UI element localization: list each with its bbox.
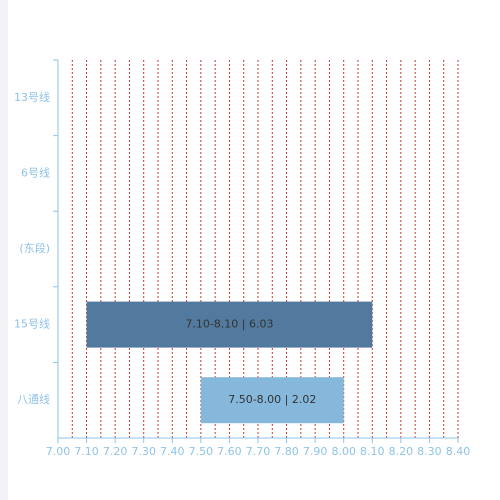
bar	[200, 377, 344, 424]
x-tick-label: 8.20	[389, 445, 414, 458]
x-tick-label: 7.90	[303, 445, 328, 458]
bar	[86, 301, 373, 348]
y-tick-label: 13号线	[14, 90, 50, 104]
x-tick-label: 8.30	[417, 445, 442, 458]
x-tick-label: 7.40	[160, 445, 185, 458]
x-tick-label: 7.10	[74, 445, 99, 458]
y-tick-label: 6号线	[21, 165, 50, 179]
x-tick-label: 8.10	[360, 445, 385, 458]
bar-label: 7.50-8.00 | 2.02	[228, 393, 316, 406]
bar-label: 7.10-8.10 | 6.03	[185, 318, 273, 331]
x-tick-label: 7.00	[46, 445, 71, 458]
x-tick-label: 7.20	[103, 445, 128, 458]
y-tick-label: (东段)	[19, 241, 50, 255]
y-tick-label: 15号线	[14, 317, 50, 331]
side-strip	[0, 0, 8, 500]
x-tick-label: 7.60	[217, 445, 242, 458]
y-tick-label: 八通线	[17, 392, 50, 406]
x-tick-label: 8.40	[446, 445, 471, 458]
x-tick-label: 7.70	[246, 445, 271, 458]
x-tick-label: 7.50	[189, 445, 214, 458]
x-tick-label: 8.00	[331, 445, 356, 458]
x-tick-label: 7.30	[131, 445, 156, 458]
x-tick-label: 7.80	[274, 445, 299, 458]
